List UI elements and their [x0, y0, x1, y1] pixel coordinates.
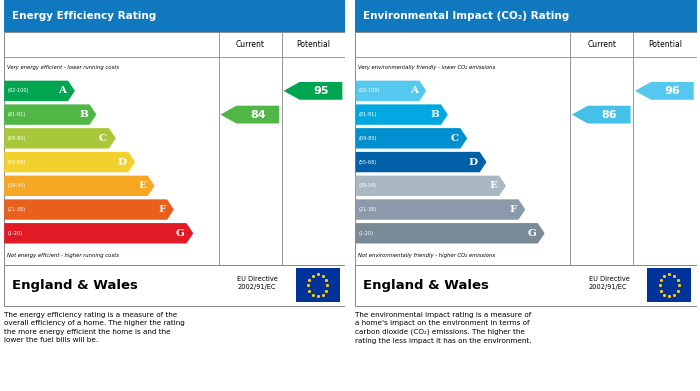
Text: (92-100): (92-100) [359, 88, 381, 93]
Polygon shape [635, 82, 694, 100]
Text: E: E [138, 181, 146, 190]
Polygon shape [4, 152, 135, 172]
Text: D: D [469, 158, 478, 167]
Text: 86: 86 [601, 109, 617, 120]
Bar [4, 32, 345, 265]
Bar [295, 268, 340, 303]
Text: (55-68): (55-68) [8, 160, 26, 165]
Polygon shape [4, 128, 116, 149]
Text: Environmental Impact (CO₂) Rating: Environmental Impact (CO₂) Rating [363, 11, 570, 21]
Text: Very environmentally friendly - lower CO₂ emissions: Very environmentally friendly - lower CO… [358, 65, 496, 70]
Text: Current: Current [236, 40, 265, 49]
Text: C: C [99, 134, 107, 143]
Text: (1-20): (1-20) [359, 231, 374, 236]
Text: Potential: Potential [297, 40, 330, 49]
Bar [355, 265, 696, 306]
Text: Current: Current [587, 40, 616, 49]
Text: G: G [527, 229, 536, 238]
Polygon shape [356, 176, 506, 196]
Text: Potential: Potential [648, 40, 682, 49]
Text: G: G [176, 229, 185, 238]
Polygon shape [4, 223, 193, 244]
Text: 96: 96 [664, 86, 680, 96]
Text: 84: 84 [250, 109, 265, 120]
Polygon shape [4, 176, 155, 196]
Polygon shape [4, 104, 97, 125]
Text: (1-20): (1-20) [8, 231, 22, 236]
Polygon shape [220, 106, 279, 124]
Text: Energy Efficiency Rating: Energy Efficiency Rating [12, 11, 156, 21]
Bar [4, 265, 345, 306]
Text: Not environmentally friendly - higher CO₂ emissions: Not environmentally friendly - higher CO… [358, 253, 496, 258]
Text: England & Wales: England & Wales [12, 279, 138, 292]
Bar [355, 32, 696, 265]
Polygon shape [356, 199, 525, 220]
Text: (92-100): (92-100) [8, 88, 29, 93]
Text: (69-80): (69-80) [8, 136, 26, 141]
Text: (81-91): (81-91) [359, 112, 377, 117]
Text: (21-38): (21-38) [359, 207, 377, 212]
Text: F: F [158, 205, 165, 214]
Text: D: D [118, 158, 127, 167]
Text: C: C [451, 134, 458, 143]
Bar [647, 268, 692, 303]
Polygon shape [356, 128, 467, 149]
Text: EU Directive
2002/91/EC: EU Directive 2002/91/EC [237, 276, 279, 290]
Text: EU Directive
2002/91/EC: EU Directive 2002/91/EC [589, 276, 630, 290]
Text: (39-54): (39-54) [359, 183, 377, 188]
Polygon shape [356, 223, 545, 244]
Text: The environmental impact rating is a measure of
a home's impact on the environme: The environmental impact rating is a mea… [355, 312, 531, 344]
Text: (69-80): (69-80) [359, 136, 377, 141]
Text: (39-54): (39-54) [8, 183, 26, 188]
Text: F: F [510, 205, 517, 214]
Text: A: A [410, 86, 418, 95]
Polygon shape [284, 82, 342, 100]
Polygon shape [356, 104, 448, 125]
Bar [355, 0, 696, 32]
Polygon shape [356, 81, 426, 101]
Polygon shape [356, 152, 486, 172]
Text: B: B [79, 110, 88, 119]
Polygon shape [4, 81, 75, 101]
Text: 95: 95 [313, 86, 329, 96]
Polygon shape [4, 199, 174, 220]
Bar [4, 0, 345, 32]
Text: B: B [430, 110, 440, 119]
Text: The energy efficiency rating is a measure of the
overall efficiency of a home. T: The energy efficiency rating is a measur… [4, 312, 184, 343]
Polygon shape [572, 106, 631, 124]
Text: (21-38): (21-38) [8, 207, 26, 212]
Text: Not energy efficient - higher running costs: Not energy efficient - higher running co… [7, 253, 119, 258]
Text: A: A [58, 86, 66, 95]
Text: (81-91): (81-91) [8, 112, 26, 117]
Text: E: E [489, 181, 498, 190]
Text: England & Wales: England & Wales [363, 279, 489, 292]
Text: (55-68): (55-68) [359, 160, 377, 165]
Text: Very energy efficient - lower running costs: Very energy efficient - lower running co… [7, 65, 119, 70]
